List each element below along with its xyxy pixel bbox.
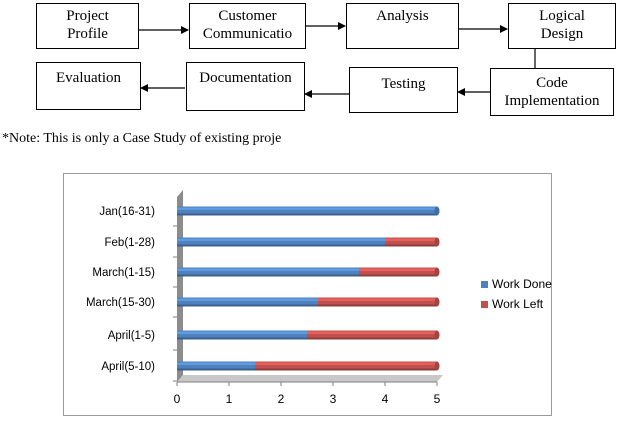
category-label: March(15-30) <box>86 297 155 309</box>
bar-work-left <box>317 297 437 307</box>
x-tick-label: 1 <box>226 392 233 406</box>
bar-work-done <box>177 361 255 371</box>
bar-end-cap <box>434 237 440 247</box>
bar-work-left <box>359 267 437 277</box>
step-logical-design: Logical Design <box>508 3 616 49</box>
x-tick-label: 4 <box>382 392 389 406</box>
step-documentation: Documentation <box>186 62 305 111</box>
bar-work-left <box>385 237 437 247</box>
x-tick-label: 5 <box>434 392 441 406</box>
step-customer-communication: Customer Communicatio <box>189 3 306 49</box>
bar-work-left <box>255 361 437 371</box>
bar-work-done <box>177 237 385 247</box>
category-label: April(5-10) <box>101 361 155 373</box>
step-project-profile: Project Profile <box>36 3 139 49</box>
chart-side-wall <box>177 190 183 382</box>
step-evaluation: Evaluation <box>36 62 141 110</box>
bar-work-done <box>177 330 307 340</box>
bar-end-cap <box>434 361 440 371</box>
legend-swatch <box>481 281 488 288</box>
legend-swatch <box>481 301 488 308</box>
bar-work-done <box>177 267 359 277</box>
bar-work-done <box>177 297 318 307</box>
category-label: March(1-15) <box>92 267 155 279</box>
bar-end-cap <box>434 297 440 307</box>
chart-floor <box>177 375 443 382</box>
bar-end-cap <box>434 267 440 277</box>
step-analysis: Analysis <box>346 3 459 49</box>
step-code-implementation: Code Implementation <box>490 68 614 116</box>
x-tick-label: 2 <box>278 392 285 406</box>
bar-end-cap <box>434 206 440 216</box>
category-label: April(1-5) <box>108 330 155 342</box>
bar-end-cap <box>434 330 440 340</box>
bar-work-done <box>177 206 437 216</box>
legend-label: Work Left <box>492 297 544 311</box>
category-label: Feb(1-28) <box>105 237 156 249</box>
x-tick-label: 3 <box>330 392 337 406</box>
step-testing: Testing <box>349 67 458 113</box>
legend-label: Work Done <box>492 277 552 291</box>
case-study-note: *Note: This is only a Case Study of exis… <box>2 131 282 146</box>
bar-work-left <box>307 330 437 340</box>
x-tick-label: 0 <box>174 392 181 406</box>
category-label: Jan(16-31) <box>99 206 155 218</box>
flow-arrows <box>139 22 536 98</box>
